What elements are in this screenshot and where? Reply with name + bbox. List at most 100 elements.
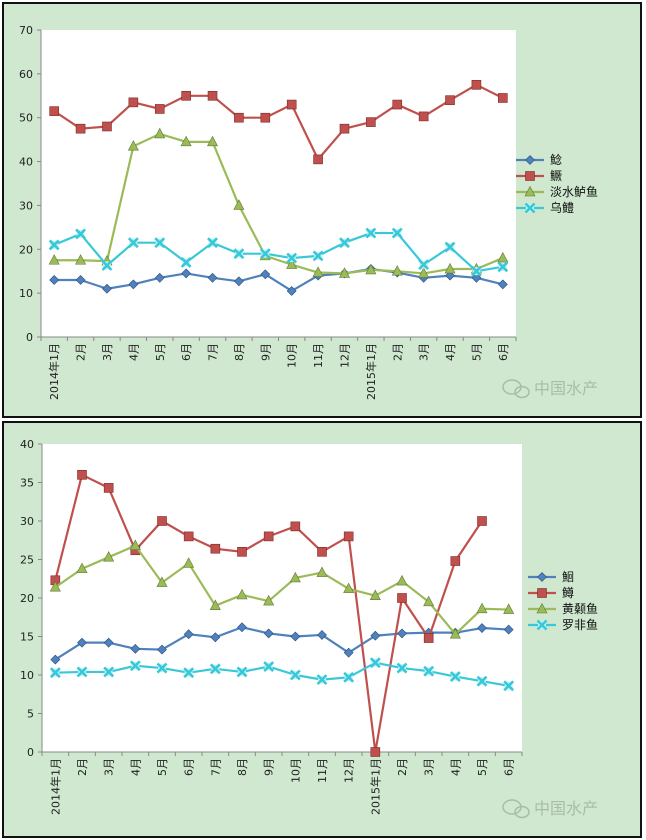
chart1-data-point xyxy=(444,241,456,253)
chart2-watermark-text: 中国水产 xyxy=(534,799,598,818)
chart1-legend-marker xyxy=(524,185,536,197)
chart1-data-point xyxy=(497,261,509,273)
chart2-data-point xyxy=(209,663,221,675)
chart2-data-point xyxy=(370,630,381,641)
chart1-data-point xyxy=(286,99,297,110)
chart2-series-4 xyxy=(49,657,515,692)
chart2-data-point xyxy=(423,665,435,677)
chart2-data-point xyxy=(477,516,487,526)
line-chart-2: 0 5 10 15 20 25 30 35 40 2014年1月 2月 3月 4月 5月 6月 7月 8月 9月 1… xyxy=(20,438,598,819)
chart1-x-tick-label: 7月 xyxy=(207,343,220,361)
chart2-data-point xyxy=(343,531,354,542)
chart1-data-point xyxy=(154,237,166,249)
chart2-data-point xyxy=(209,599,221,610)
chart2-legend-label: 罗非鱼 xyxy=(562,618,598,632)
chart2-data-point xyxy=(477,623,487,633)
chart2-data-point xyxy=(103,637,114,648)
chart1-x-tick-label: 3月 xyxy=(101,343,114,361)
chart1-data-point xyxy=(312,266,324,277)
chart1-data-point xyxy=(48,254,60,265)
chart1-data-point xyxy=(418,267,430,278)
chart1-y-tick-label: 20 xyxy=(19,243,33,256)
chart2-data-point xyxy=(289,669,301,681)
chart1-data-point xyxy=(180,135,192,147)
chart1-y-tick-label: 10 xyxy=(19,287,33,300)
chart2-x-tick-label: 2月 xyxy=(76,758,89,776)
chart1-x-tick-label: 4月 xyxy=(127,343,140,361)
chart2-data-point xyxy=(49,667,61,679)
chart1-x-tick-label: 2014年1月 xyxy=(47,343,61,400)
chart2-y-tick-label: 35 xyxy=(20,477,34,490)
chart1-data-point xyxy=(49,106,59,116)
chart2-x-tick-label: 3月 xyxy=(103,758,116,776)
chart2-data-point xyxy=(316,674,328,686)
chart2-data-point xyxy=(183,629,194,640)
chart2-data-point xyxy=(77,637,87,648)
chart2-y-tick-label: 20 xyxy=(20,592,34,605)
chart1-data-point xyxy=(260,269,271,280)
chart1-series-line xyxy=(54,132,504,275)
chart1-x-tick-label: 11月 xyxy=(312,343,325,368)
chart1-data-point xyxy=(497,251,509,263)
chart2-x-tick-label: 2月 xyxy=(396,758,409,776)
line-chart-1: 0 10 20 30 40 50 60 70 2014年1月 2月 3月 4月 5月 6月 7月 8月 9月 10… xyxy=(19,24,598,400)
chart1-data-point xyxy=(233,248,245,260)
chart1-data-point xyxy=(180,257,192,268)
chart2-data-point xyxy=(449,671,461,682)
chart1-data-point xyxy=(181,268,192,279)
chart2-data-point xyxy=(77,469,87,480)
chart2-data-point xyxy=(449,628,461,639)
chart1-data-point xyxy=(102,121,112,132)
chart2-data-point xyxy=(183,667,195,679)
chart2-data-point xyxy=(76,562,88,574)
chart1-data-point xyxy=(286,286,297,296)
chart2-x-tick-label: 8月 xyxy=(236,758,249,776)
chart2-data-point xyxy=(369,589,381,600)
chart2-legend-marker xyxy=(536,602,548,614)
chart2-data-point xyxy=(156,576,168,587)
chart2-series-line xyxy=(54,544,509,636)
chart1-x-tick-label: 10月 xyxy=(286,343,299,368)
chart1-watermark: 中国水产 xyxy=(502,379,598,399)
chart1-data-point xyxy=(154,104,165,114)
chart2-data-point xyxy=(396,662,408,674)
chart2-data-point xyxy=(76,666,88,678)
chart1-data-point xyxy=(392,99,403,110)
chart1-data-point xyxy=(207,135,219,147)
chart2-data-point xyxy=(370,747,381,757)
chart1-x-tick-label: 12月 xyxy=(338,343,351,368)
chart1-y-tick-label: 30 xyxy=(19,199,33,212)
chart1-data-point xyxy=(444,262,456,274)
chart1-series-2 xyxy=(49,80,508,165)
chart2-data-point xyxy=(129,660,141,672)
chart1-data-point xyxy=(365,227,377,239)
chart1-y-tick-label: 60 xyxy=(19,68,33,81)
chart2-data-point xyxy=(317,630,327,640)
chart2-data-point xyxy=(503,603,515,614)
chart2-data-point xyxy=(369,657,381,669)
chart1-data-point xyxy=(312,250,324,262)
chart2-data-point xyxy=(343,647,354,658)
chart1-data-point xyxy=(207,272,218,283)
chart2-data-point xyxy=(157,516,167,526)
chart2-data-point xyxy=(183,557,195,568)
chart1-data-point xyxy=(75,254,87,265)
chart1-y-tick-label: 50 xyxy=(19,112,33,125)
chart2-legend-label: 黄颡鱼 xyxy=(562,602,598,616)
chart2-series-1 xyxy=(50,622,514,665)
chart2-data-point xyxy=(503,624,514,635)
chart1-series-4 xyxy=(48,227,509,277)
chart2-data-point xyxy=(49,581,61,592)
chart1-data-point xyxy=(154,272,165,283)
chart2-data-point xyxy=(237,622,247,633)
chart2-data-point xyxy=(317,547,327,557)
chart1-legend-marker xyxy=(524,202,536,214)
chart1-legend-label: 鳜 xyxy=(550,169,562,183)
chart1-x-tick-label: 2月 xyxy=(75,343,88,361)
chart1-data-point xyxy=(75,228,87,240)
chart-panel-1: 0 10 20 30 40 50 60 70 2014年1月 2月 3月 4月 5月 6月 7月 8月 9月 10… xyxy=(2,2,642,418)
chart1-legend-label: 鲶 xyxy=(550,153,562,167)
chart2-x-tick-label: 6月 xyxy=(503,758,516,776)
chart2-y-tick-label: 5 xyxy=(27,708,34,721)
chart1-data-point xyxy=(154,127,166,139)
